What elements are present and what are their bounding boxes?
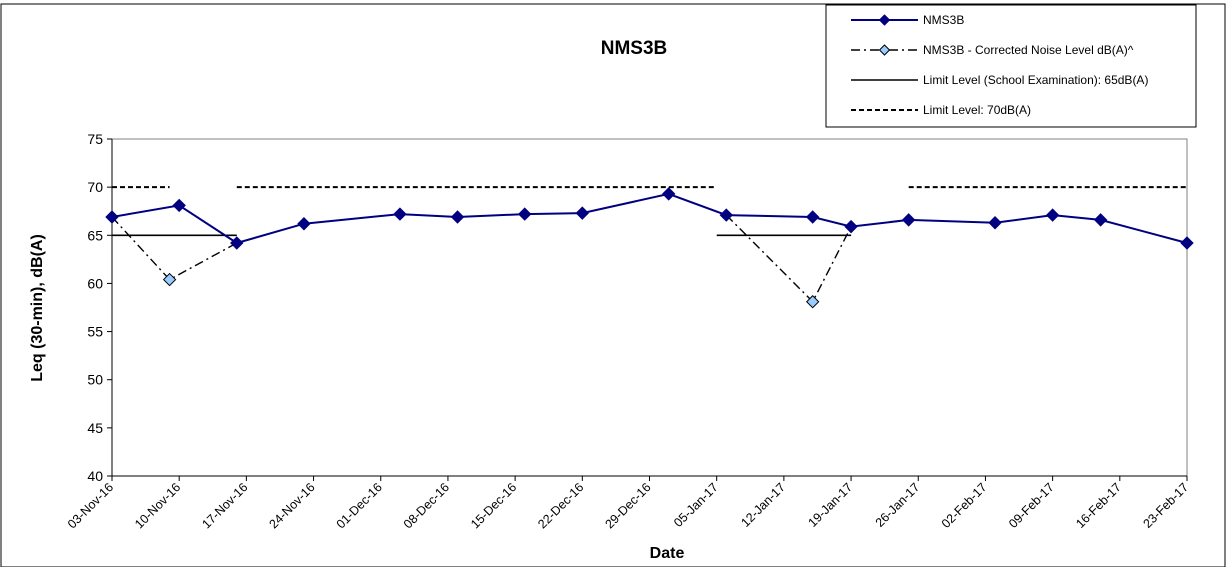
nms3b-point [1093, 213, 1108, 227]
y-tick-label: 65 [87, 227, 103, 243]
y-tick-label: 45 [87, 420, 103, 436]
legend-label: NMS3B - Corrected Noise Level dB(A)^ [923, 43, 1134, 57]
legend-swatch-marker [878, 14, 891, 26]
legend: NMS3B NMS3B - Corrected Noise Level dB(A)… [825, 4, 1197, 128]
y-tick-label: 55 [87, 324, 103, 340]
y-tick-label: 50 [87, 372, 103, 388]
legend-label: NMS3B [923, 13, 964, 27]
nms3b-point [518, 207, 532, 221]
nms3b-point [719, 208, 733, 222]
corrected-point [805, 295, 820, 309]
series-layer [105, 186, 1194, 309]
nms3b-point [172, 198, 186, 213]
nms3b-point [1180, 236, 1194, 250]
nms3b-point [661, 187, 676, 201]
nms3b-point [230, 236, 244, 250]
nms3b-point [297, 217, 311, 231]
legend-swatch-marker [878, 44, 891, 56]
y-axis-label: Leq (30-min), dB(A) [29, 234, 46, 382]
x-axis-label: Date [650, 545, 685, 562]
y-tick-label: 60 [87, 275, 103, 291]
nms3b-point [1045, 208, 1060, 222]
nms3b-point [575, 206, 590, 220]
nms3b-point [805, 210, 820, 224]
chart-title: NMS3B [601, 38, 668, 59]
nms3b-point [105, 210, 119, 224]
legend-label: Limit Level (School Examination): 65dB(A… [923, 73, 1148, 87]
y-tick-label: 75 [87, 131, 103, 147]
nms3b-point [901, 213, 916, 227]
legend-box [825, 4, 1197, 128]
corrected-line-segment [111, 216, 238, 281]
y-tick-label: 40 [87, 468, 103, 484]
legend-item: Limit Level: 70dB(A) [851, 103, 1031, 117]
y-tick-label: 70 [87, 179, 103, 195]
legend-label: Limit Level: 70dB(A) [923, 103, 1031, 117]
nms3b-point [450, 210, 465, 224]
nms3b-point [988, 216, 1002, 230]
legend-item: NMS3B - Corrected Noise Level dB(A)^ [851, 43, 1134, 57]
legend-item: NMS3B [851, 13, 964, 27]
legend-item: Limit Level (School Examination): 65dB(A… [851, 73, 1148, 87]
nms3b-point [844, 219, 858, 234]
corrected-point [162, 272, 177, 287]
nms3b-point [393, 207, 407, 221]
y-axis: 40 45 50 55 60 65 70 75 [87, 131, 113, 484]
